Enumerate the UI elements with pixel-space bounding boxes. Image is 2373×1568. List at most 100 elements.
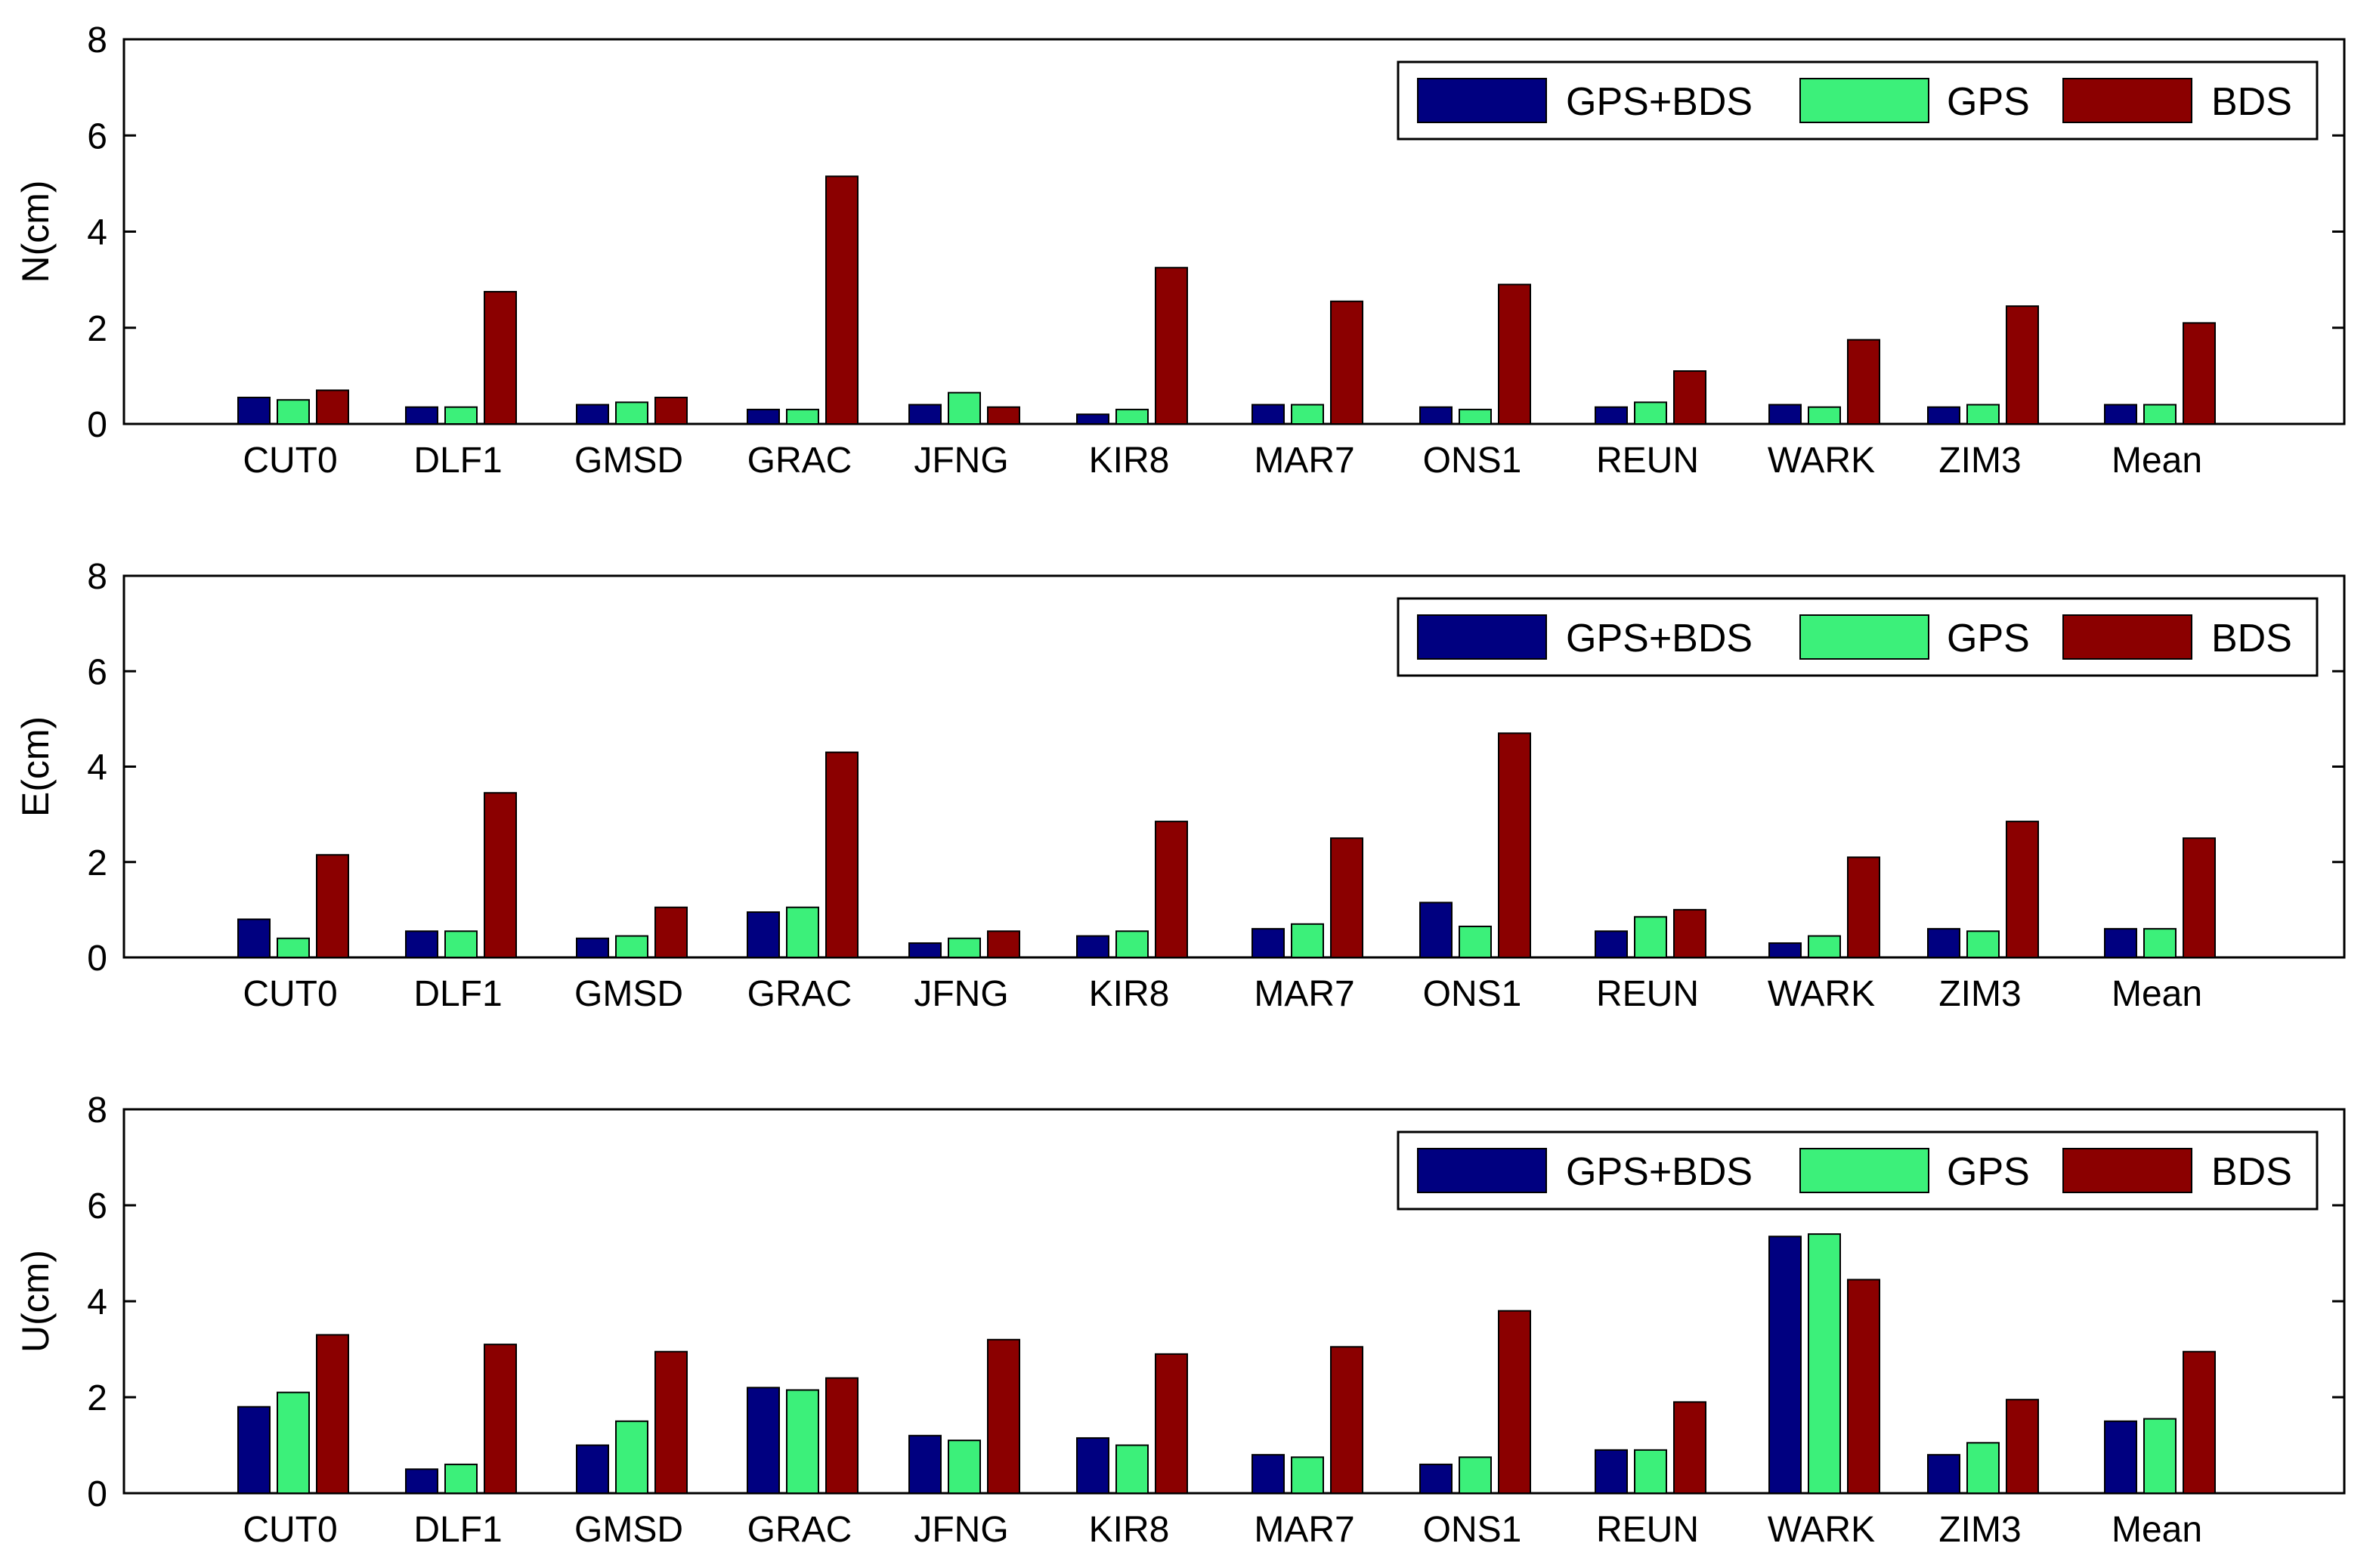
bar-gps-bds-grac bbox=[747, 1387, 780, 1495]
bar-gps-bds-ons1 bbox=[1419, 902, 1453, 958]
bar-gps-cut0 bbox=[277, 1391, 310, 1495]
bar-gps-mar7 bbox=[1291, 404, 1324, 425]
bar-gps-bds-dlf1 bbox=[405, 406, 438, 425]
bar-gps-bds-wark bbox=[1768, 1236, 1802, 1495]
bar-bds-grac bbox=[825, 175, 859, 425]
bar-gps-kir8 bbox=[1115, 408, 1149, 425]
legend-swatch-bds bbox=[2062, 614, 2192, 660]
bar-bds-mean bbox=[2183, 322, 2216, 425]
bar-gps-bds-jfng bbox=[908, 942, 942, 958]
bar-bds-reun bbox=[1673, 370, 1706, 425]
bar-gps-bds-wark bbox=[1768, 404, 1802, 425]
legend-label: GPS+BDS bbox=[1566, 617, 1753, 660]
bar-gps-bds-ons1 bbox=[1419, 1463, 1453, 1495]
bar-bds-mar7 bbox=[1330, 300, 1363, 425]
x-tick-label: CUT0 bbox=[243, 1510, 337, 1550]
legend-label: BDS bbox=[2211, 80, 2292, 124]
bar-gps-bds-ons1 bbox=[1419, 406, 1453, 425]
bar-bds-cut0 bbox=[316, 389, 349, 425]
bar-gps-ons1 bbox=[1459, 408, 1492, 425]
y-tick-label: 0 bbox=[87, 405, 107, 445]
y-axis-label: N(cm) bbox=[14, 180, 57, 283]
y-tick-label: 8 bbox=[87, 20, 107, 60]
bar-gps-mar7 bbox=[1291, 923, 1324, 958]
legend-swatch-gps-bds bbox=[1417, 614, 1547, 660]
bar-gps-kir8 bbox=[1115, 1444, 1149, 1494]
bar-gps-bds-mean bbox=[2104, 928, 2137, 958]
y-tick-label: 0 bbox=[87, 939, 107, 979]
bar-gps-grac bbox=[786, 408, 819, 425]
bar-gps-kir8 bbox=[1115, 930, 1149, 958]
y-axis-label: E(cm) bbox=[14, 716, 57, 817]
legend-swatch-gps bbox=[1799, 614, 1929, 660]
x-tick-label: GMSD bbox=[574, 441, 683, 481]
bar-bds-wark bbox=[1847, 1279, 1880, 1495]
legend-label: BDS bbox=[2211, 1150, 2292, 1194]
legend-label: GPS+BDS bbox=[1566, 1150, 1753, 1194]
legend-swatch-gps-bds bbox=[1417, 78, 1547, 123]
bar-bds-kir8 bbox=[1155, 1353, 1188, 1494]
y-tick-label: 4 bbox=[87, 1282, 107, 1322]
bar-gps-cut0 bbox=[277, 399, 310, 425]
bar-gps-bds-gmsd bbox=[576, 404, 609, 425]
bar-gps-bds-reun bbox=[1595, 406, 1628, 425]
legend-label: GPS+BDS bbox=[1566, 80, 1753, 124]
bar-bds-gmsd bbox=[654, 906, 688, 958]
bar-gps-wark bbox=[1808, 406, 1841, 425]
bar-gps-dlf1 bbox=[444, 406, 478, 425]
x-tick-label: MAR7 bbox=[1254, 1510, 1354, 1550]
bar-gps-bds-grac bbox=[747, 408, 780, 425]
legend-label: GPS bbox=[1947, 1150, 2030, 1194]
y-tick-label: 0 bbox=[87, 1474, 107, 1514]
y-tick-label: 2 bbox=[87, 843, 107, 883]
x-tick-label: DLF1 bbox=[413, 441, 502, 481]
bar-bds-cut0 bbox=[316, 1334, 349, 1494]
y-tick-label: 8 bbox=[87, 557, 107, 597]
bar-bds-ons1 bbox=[1498, 283, 1531, 425]
x-tick-label: Mean bbox=[2112, 1510, 2202, 1550]
bar-bds-ons1 bbox=[1498, 732, 1531, 958]
bar-bds-gmsd bbox=[654, 1350, 688, 1495]
x-tick-label: GRAC bbox=[747, 974, 852, 1014]
x-tick-label: JFNG bbox=[914, 441, 1008, 481]
bar-gps-bds-mean bbox=[2104, 404, 2137, 425]
x-tick-label: DLF1 bbox=[413, 974, 502, 1014]
x-tick-label: MAR7 bbox=[1254, 441, 1354, 481]
x-tick-label: KIR8 bbox=[1089, 974, 1170, 1014]
bar-gps-bds-wark bbox=[1768, 942, 1802, 958]
bar-gps-bds-cut0 bbox=[237, 918, 271, 958]
bar-gps-mean bbox=[2143, 404, 2177, 425]
bar-bds-reun bbox=[1673, 1401, 1706, 1494]
bar-gps-mean bbox=[2143, 928, 2177, 958]
bar-bds-grac bbox=[825, 751, 859, 958]
y-tick-label: 2 bbox=[87, 1378, 107, 1418]
bar-bds-mean bbox=[2183, 837, 2216, 958]
bar-gps-bds-cut0 bbox=[237, 1406, 271, 1494]
bar-bds-grac bbox=[825, 1377, 859, 1494]
bar-gps-bds-reun bbox=[1595, 930, 1628, 958]
bar-bds-zim3 bbox=[2006, 1399, 2039, 1495]
x-tick-label: CUT0 bbox=[243, 441, 337, 481]
chart-panel-3: 0 2 4 6 8 U(cm) CUT0 DLF1 GMSD GRAC JFNG KIR8 MAR7 ON… bbox=[14, 1090, 2346, 1550]
bar-gps-dlf1 bbox=[444, 1463, 478, 1495]
bar-bds-wark bbox=[1847, 339, 1880, 425]
bar-gps-ons1 bbox=[1459, 925, 1492, 958]
bar-bds-reun bbox=[1673, 908, 1706, 958]
x-tick-label: REUN bbox=[1596, 1510, 1699, 1550]
legend-swatch-bds bbox=[2062, 1148, 2192, 1193]
bar-bds-kir8 bbox=[1155, 267, 1188, 425]
x-tick-label: ONS1 bbox=[1423, 441, 1522, 481]
bar-gps-gmsd bbox=[615, 401, 648, 425]
x-tick-label: ONS1 bbox=[1423, 974, 1522, 1014]
x-tick-label: WARK bbox=[1768, 441, 1875, 481]
chart-panel-2: 0 2 4 6 8 E(cm) CUT0 DLF1 GMSD GRAC JFNG KIR8 MAR7 ON… bbox=[14, 557, 2346, 1014]
bar-bds-dlf1 bbox=[484, 291, 517, 425]
legend-swatch-gps bbox=[1799, 78, 1929, 123]
x-tick-label: GMSD bbox=[574, 1510, 683, 1550]
bar-gps-bds-gmsd bbox=[576, 937, 609, 958]
bar-gps-bds-kir8 bbox=[1076, 935, 1109, 958]
bar-gps-bds-mar7 bbox=[1251, 404, 1285, 425]
bar-bds-dlf1 bbox=[484, 792, 517, 958]
bar-gps-zim3 bbox=[1966, 1442, 2000, 1494]
x-tick-label: GRAC bbox=[747, 1510, 852, 1550]
